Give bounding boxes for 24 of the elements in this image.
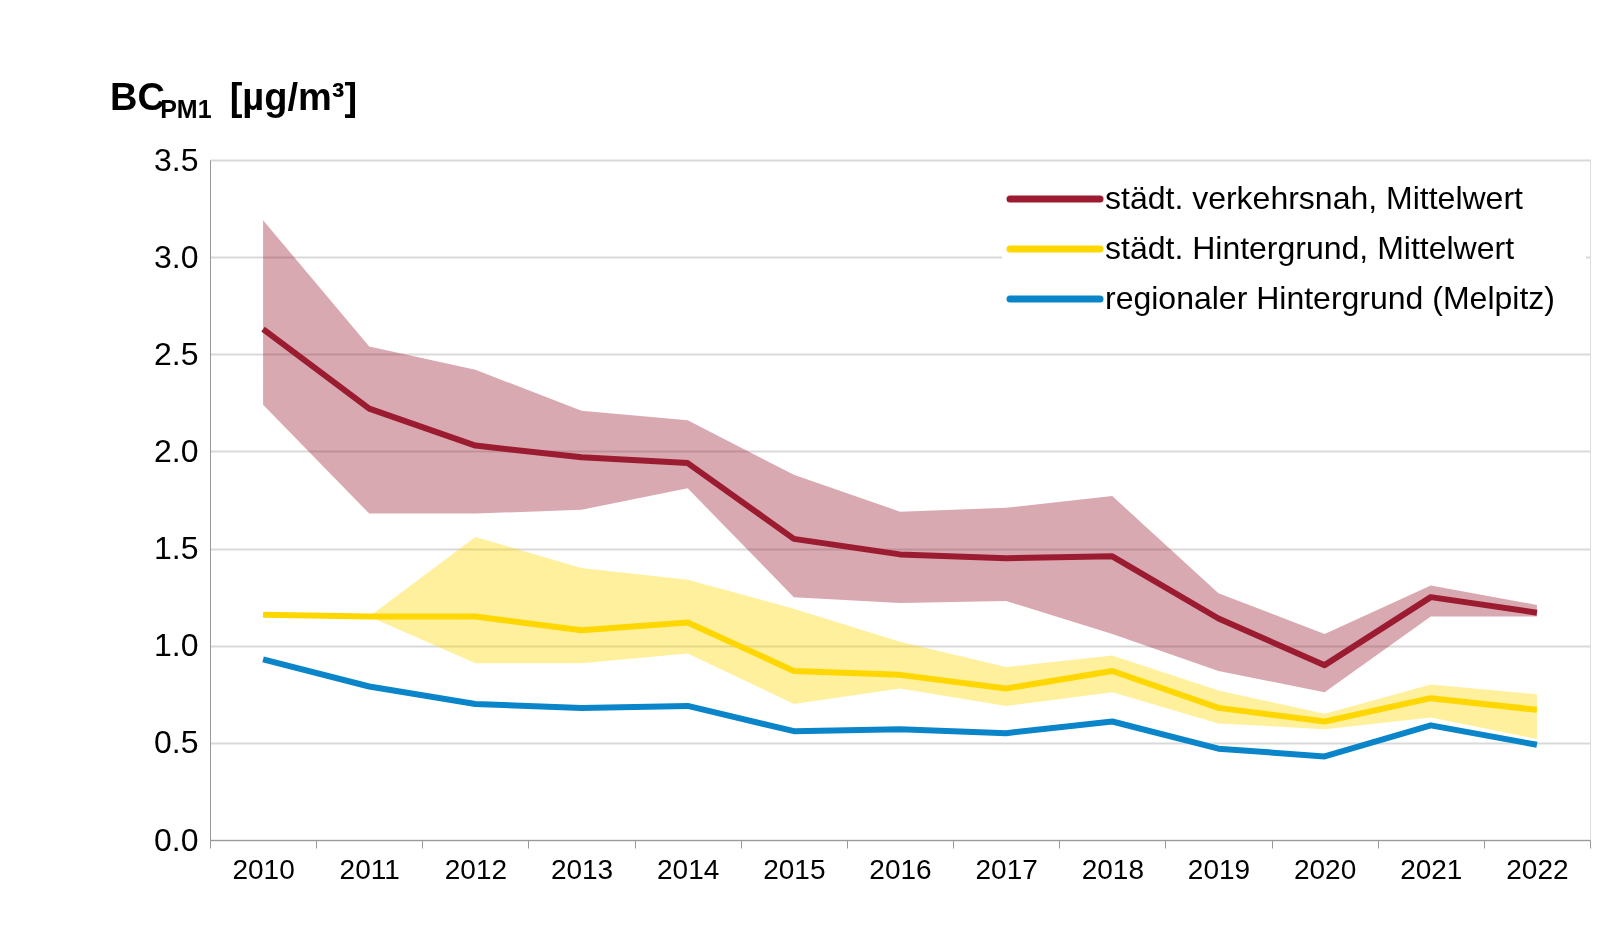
y-tick-label: 1.0 <box>154 627 199 664</box>
y-tick-label: 0.0 <box>154 821 199 858</box>
x-tick-label: 2011 <box>339 853 400 885</box>
x-tick-label: 2014 <box>657 853 720 885</box>
y-tick-label: 3.5 <box>154 141 199 178</box>
y-tick-label: 3.0 <box>154 238 199 275</box>
y-tick-label: 1.5 <box>154 530 199 567</box>
x-tick-label: 2016 <box>869 853 932 885</box>
x-tick-label: 2015 <box>763 853 826 885</box>
y-tick-label: 2.0 <box>154 432 199 469</box>
legend-label: regionaler Hintergrund (Melpitz) <box>1105 280 1555 316</box>
x-tick-label: 2020 <box>1293 853 1357 885</box>
y-tick-label: 0.5 <box>154 724 199 761</box>
x-tick-label: 2019 <box>1187 853 1251 885</box>
legend-label: städt. verkehrsnah, Mittelwert <box>1105 180 1524 216</box>
legend-label: städt. Hintergrund, Mittelwert <box>1105 230 1515 266</box>
x-tick-label: 2022 <box>1506 853 1569 885</box>
x-tick-label: 2017 <box>975 853 1038 885</box>
x-tick-label: 2012 <box>444 853 508 885</box>
x-tick-label: 2018 <box>1081 853 1144 885</box>
x-tick-label: 2010 <box>232 853 295 885</box>
y-tick-label: 2.5 <box>154 335 199 372</box>
x-tick-label: 2021 <box>1400 853 1463 885</box>
x-tick-label: 2013 <box>550 853 614 885</box>
